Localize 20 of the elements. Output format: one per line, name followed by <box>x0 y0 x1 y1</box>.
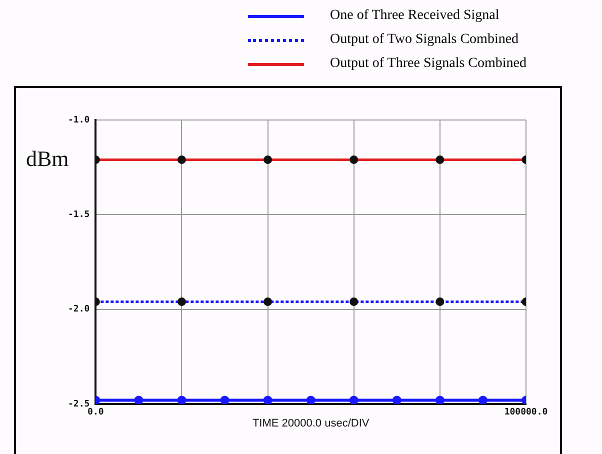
point <box>478 396 488 404</box>
y-tick-label: -1.0 <box>68 115 90 126</box>
y-tick-label: -2.5 <box>68 399 90 410</box>
x-tick-label: 0.0 <box>88 408 104 418</box>
legend-label: Output of Two Signals Combined <box>330 32 519 48</box>
y-tick-label: -2.0 <box>68 304 90 315</box>
point <box>134 396 144 404</box>
x-axis-title: TIME 20000.0 usec/DIV <box>252 417 370 430</box>
point <box>435 396 444 404</box>
legend-label: One of Three Received Signal <box>330 8 500 24</box>
point <box>306 396 316 404</box>
point <box>263 396 272 404</box>
point <box>177 396 186 404</box>
y-axis-title: dBm <box>26 146 69 171</box>
point <box>349 396 358 404</box>
legend-label: Output of Three Signals Combined <box>330 56 526 72</box>
x-tick-label: 100000.0 <box>504 408 548 418</box>
y-tick-label: -1.5 <box>68 210 90 220</box>
point <box>220 396 230 404</box>
point <box>392 396 402 404</box>
